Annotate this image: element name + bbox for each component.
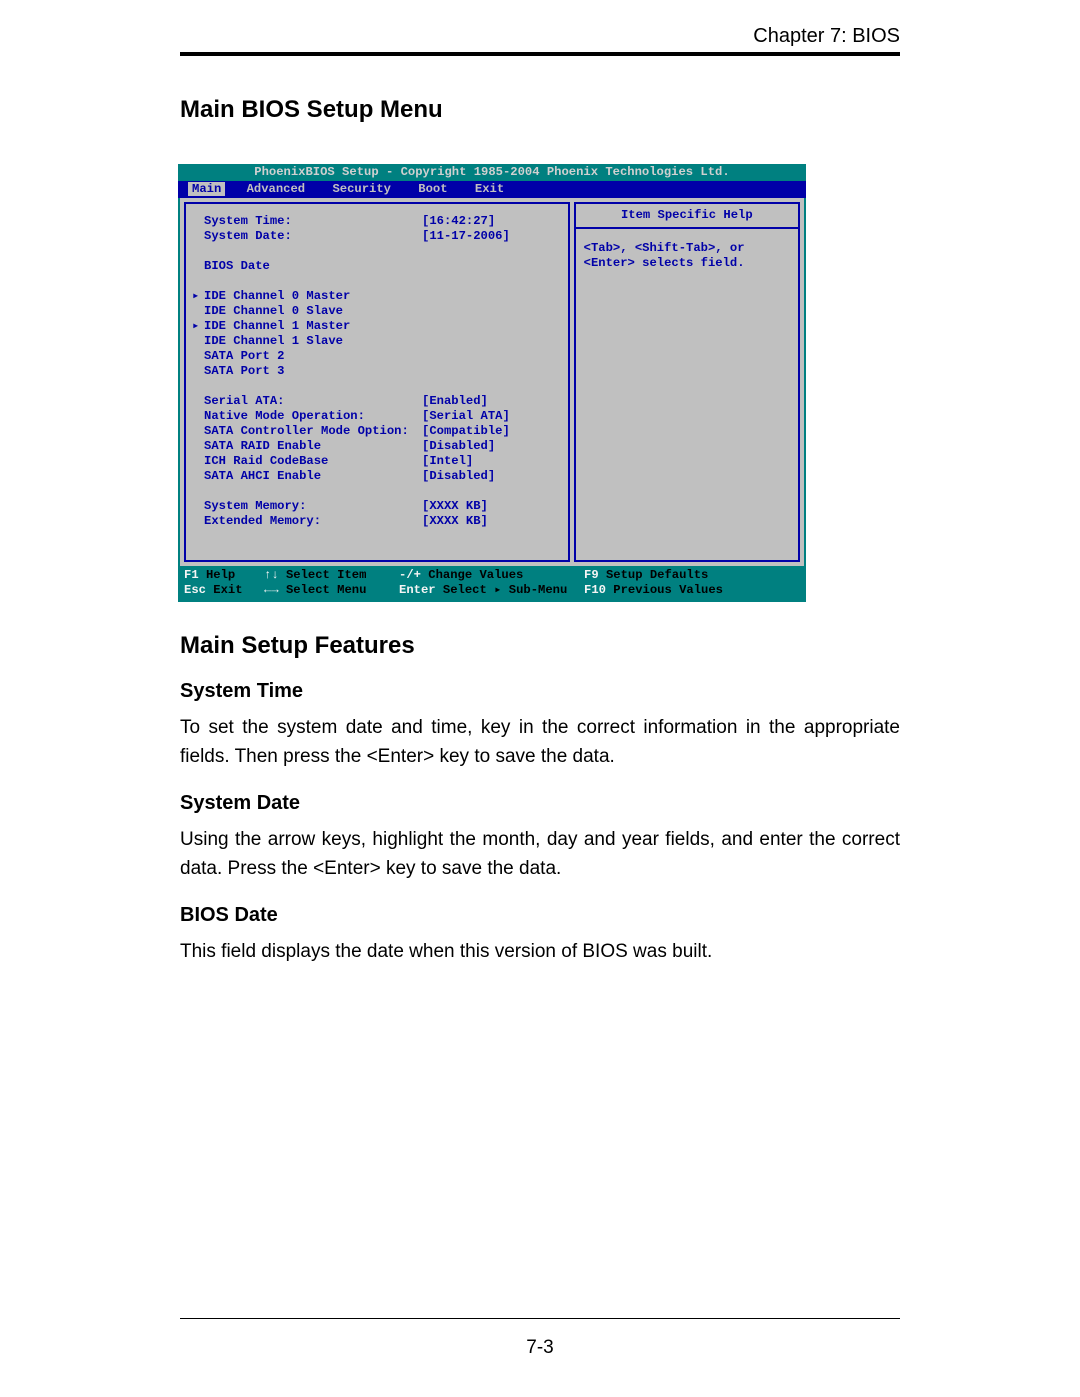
bios-setting-value[interactable]: [16:42:27] [422,214,495,229]
heading-bios-date: BIOS Date [180,904,900,927]
bios-setting-row[interactable]: SATA Controller Mode Option: [Compatible] [192,424,560,439]
heading-features: Main Setup Features [180,632,900,660]
bios-setting-label: Serial ATA: [204,394,284,408]
page-number: 7-3 [0,1337,1080,1359]
bios-setting-label: System Memory: [204,499,306,513]
bios-setting-row[interactable]: SATA AHCI Enable [Disabled] [192,469,560,484]
heading-system-time: System Time [180,680,900,703]
bios-help-panel: Item Specific Help <Tab>, <Shift-Tab>, o… [574,202,800,562]
bios-setting-value[interactable]: [Disabled] [422,439,495,454]
bios-setting-label: IDE Channel 0 Slave [204,304,343,318]
bios-settings-panel[interactable]: System Time: [16:42:27] System Date: [11-1… [184,202,570,562]
bios-title-bar: PhoenixBIOS Setup - Copyright 1985-2004 … [178,164,806,181]
bios-setting-value[interactable]: [Intel] [422,454,473,469]
bios-setting-value[interactable]: [Enabled] [422,394,488,409]
bios-setting-label: Extended Memory: [204,514,321,528]
bios-tab-security[interactable]: Security [332,182,391,196]
bios-body: System Time: [16:42:27] System Date: [11-1… [178,198,806,566]
bios-setting-label: SATA RAID Enable [204,439,321,453]
bios-footer: F1 Help ↑↓ Select Item -/+ Change Values… [178,566,806,602]
bios-help-title: Item Specific Help [576,204,798,229]
bios-footer-row-1: F1 Help ↑↓ Select Item -/+ Change Values… [184,568,800,583]
bios-setting-value[interactable]: [Disabled] [422,469,495,484]
bios-tab-main[interactable]: Main [188,182,225,196]
text-system-date: Using the arrow keys, highlight the mont… [180,825,900,884]
bios-setting-label: IDE Channel 1 Slave [204,334,343,348]
bios-setting-value[interactable]: [11-17-2006] [422,229,510,244]
bios-setting-label: SATA Controller Mode Option: [204,424,409,438]
bios-setting-label: SATA Port 2 [204,349,284,363]
bios-setting-row[interactable]: IDE Channel 1 Slave [192,334,560,349]
bios-setting-row[interactable]: System Time: [16:42:27] [192,214,560,229]
bios-setting-value[interactable]: [XXXX KB] [422,514,488,529]
bios-setting-value[interactable]: [Compatible] [422,424,510,439]
bios-setting-row[interactable]: ▸ IDE Channel 0 Master [192,289,560,304]
chapter-header: Chapter 7: BIOS [180,25,900,48]
bios-setting-row[interactable]: ICH Raid CodeBase [Intel] [192,454,560,469]
text-system-time: To set the system date and time, key in … [180,713,900,772]
bios-setting-row[interactable]: IDE Channel 0 Slave [192,304,560,319]
bios-setting-row[interactable]: Extended Memory: [XXXX KB] [192,514,560,529]
bios-setting-row[interactable]: Native Mode Operation: [Serial ATA] [192,409,560,424]
bios-setting-row[interactable]: SATA Port 2 [192,349,560,364]
bios-setting-row[interactable]: SATA Port 3 [192,364,560,379]
bios-tab-advanced[interactable]: Advanced [247,182,306,196]
bios-tab-boot[interactable]: Boot [418,182,447,196]
bios-menu-bar[interactable]: Main Advanced Security Boot Exit [178,181,806,198]
bios-setting-row[interactable]: BIOS Date [192,259,560,274]
bios-setting-row[interactable]: SATA RAID Enable [Disabled] [192,439,560,454]
bios-setting-label: SATA Port 3 [204,364,284,378]
bios-setting-label: ICH Raid CodeBase [204,454,328,468]
bios-setting-label: System Time: [204,214,292,228]
bios-setting-label: SATA AHCI Enable [204,469,321,483]
bios-setting-label: BIOS Date [204,259,270,273]
bios-setting-value[interactable]: [Serial ATA] [422,409,510,424]
bios-setting-label: IDE Channel 0 Master [204,289,350,303]
bios-setting-label: System Date: [204,229,292,243]
bios-setting-label: IDE Channel 1 Master [204,319,350,333]
bios-setting-row[interactable]: System Date: [11-17-2006] [192,229,560,244]
bios-help-text: <Tab>, <Shift-Tab>, or <Enter> selects f… [576,229,798,283]
footer-rule [180,1318,900,1319]
bios-setting-label: Native Mode Operation: [204,409,365,423]
bios-tab-exit[interactable]: Exit [475,182,504,196]
bios-setting-row[interactable]: ▸ IDE Channel 1 Master [192,319,560,334]
heading-system-date: System Date [180,792,900,815]
text-bios-date: This field displays the date when this v… [180,937,900,966]
page: Chapter 7: BIOS Main BIOS Setup Menu Pho… [0,0,1080,1397]
bios-footer-row-2: Esc Exit ←→ Select Menu Enter Select ▸ S… [184,583,800,598]
bios-setting-value[interactable]: [XXXX KB] [422,499,488,514]
bios-setting-row[interactable]: Serial ATA: [Enabled] [192,394,560,409]
bios-setting-row[interactable]: System Memory: [XXXX KB] [192,499,560,514]
heading-main-bios: Main BIOS Setup Menu [180,96,900,124]
bios-screenshot: PhoenixBIOS Setup - Copyright 1985-2004 … [178,164,806,602]
header-rule [180,52,900,56]
